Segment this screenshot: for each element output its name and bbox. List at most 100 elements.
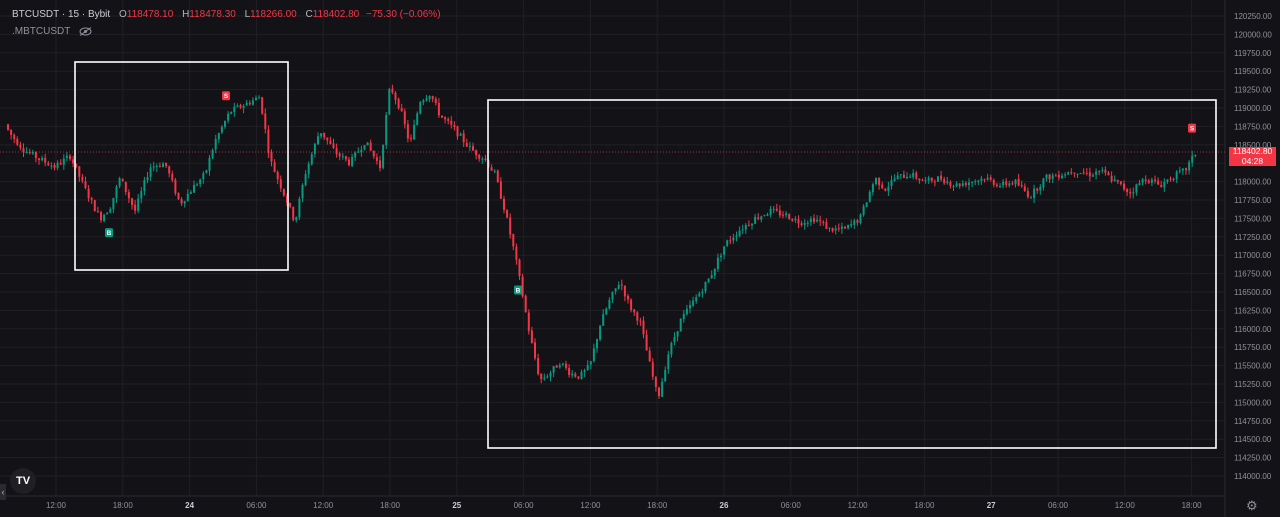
- candle-body: [189, 192, 192, 194]
- candle-body: [391, 88, 394, 93]
- candle-body: [307, 163, 310, 174]
- price-axis-label: 118000.00: [1234, 178, 1272, 187]
- candle-body: [1110, 175, 1113, 182]
- candle-body: [766, 214, 769, 216]
- candle-body: [778, 210, 781, 216]
- candle-body: [971, 181, 974, 183]
- candle-body: [155, 166, 158, 168]
- tradingview-logo-icon[interactable]: TV: [10, 468, 36, 494]
- candle-body: [896, 175, 899, 180]
- candle-body: [41, 158, 44, 161]
- last-price-tag: 118402.80 04:28: [1229, 146, 1276, 166]
- candle-body: [115, 186, 118, 198]
- candle-body: [537, 358, 540, 375]
- candle-body: [639, 320, 642, 322]
- candle-body: [112, 197, 115, 210]
- candle-body: [1132, 192, 1135, 194]
- candle-body: [673, 337, 676, 343]
- candle-body: [580, 371, 583, 379]
- candle-body: [137, 198, 140, 211]
- price-axis-label: 114750.00: [1234, 417, 1272, 426]
- candle-body: [1185, 168, 1187, 171]
- candle-body: [1154, 179, 1156, 182]
- candle-body: [819, 219, 822, 222]
- candle-body: [478, 154, 481, 159]
- candle-body: [261, 97, 264, 114]
- candle-body: [1036, 188, 1039, 191]
- candle-body: [369, 142, 372, 151]
- candle-body: [524, 295, 527, 312]
- candle-body: [72, 159, 75, 164]
- highlight-rect-left[interactable]: [74, 61, 289, 271]
- gear-icon[interactable]: ⚙: [1246, 498, 1258, 513]
- candle-body: [599, 325, 602, 340]
- candle-body: [704, 281, 707, 292]
- symbol-header[interactable]: BTCUSDT · 15 · Bybit O118478.10 H118478.…: [12, 9, 441, 20]
- candle-body: [847, 225, 850, 229]
- marker-label: B: [107, 230, 112, 237]
- candle-body: [859, 214, 862, 223]
- candle-body: [202, 173, 205, 180]
- candle-body: [388, 88, 391, 115]
- candle-body: [1011, 183, 1014, 185]
- buy-marker[interactable]: [514, 285, 522, 295]
- candle-body: [313, 143, 316, 154]
- candle-body: [552, 366, 555, 373]
- time-axis[interactable]: 12:00 18:00 24 06:00 12:00 18:00 25 06:00 12:00 1…: [46, 501, 1202, 510]
- candle-body: [193, 184, 195, 193]
- candle-body: [955, 183, 958, 187]
- candle-body: [450, 120, 453, 125]
- time-axis-label: 06:00: [514, 501, 535, 510]
- candle-body: [769, 208, 772, 215]
- candle-body: [667, 354, 670, 370]
- candle-body: [921, 179, 924, 181]
- time-axis-label: 18:00: [1182, 501, 1203, 510]
- buy-marker[interactable]: [105, 228, 113, 238]
- candle-body: [1160, 185, 1163, 188]
- candle-body: [710, 275, 713, 279]
- candle-body: [1113, 179, 1116, 182]
- candle-body: [909, 176, 912, 178]
- candle-body: [577, 376, 580, 379]
- candle-body: [441, 115, 443, 118]
- candle-body: [772, 209, 775, 211]
- candle-body: [664, 369, 667, 382]
- candle-body: [695, 297, 698, 302]
- candle-body: [782, 214, 784, 216]
- candle-body: [496, 170, 499, 183]
- candle-body: [964, 182, 967, 186]
- candle-body: [75, 163, 78, 167]
- indicator-legend[interactable]: .MBTCUSDT: [12, 26, 92, 37]
- candle-body: [301, 185, 304, 199]
- scroll-left-arrow-icon[interactable]: ‹: [0, 484, 6, 500]
- symbol-name[interactable]: BTCUSDT: [12, 9, 60, 20]
- candle-body: [1002, 181, 1005, 186]
- candle-body: [295, 216, 298, 221]
- candle-body: [1039, 186, 1042, 191]
- sell-marker[interactable]: [222, 91, 230, 101]
- price-axis[interactable]: 120250.00 120000.00 119750.00 119500.00 1192…: [1234, 12, 1272, 481]
- candle-body: [475, 150, 478, 156]
- candle-body: [614, 288, 617, 292]
- sell-marker[interactable]: [1188, 123, 1196, 133]
- candle-body: [747, 224, 750, 226]
- candle-body: [732, 237, 735, 241]
- eye-hidden-icon[interactable]: [79, 26, 92, 36]
- candle-body: [707, 278, 710, 283]
- candle-body: [676, 331, 679, 337]
- candle-body: [893, 178, 896, 181]
- interval[interactable]: 15: [67, 9, 80, 20]
- candle-body: [1051, 175, 1054, 179]
- candle-body: [661, 381, 664, 397]
- candle-body: [1104, 169, 1107, 173]
- highlight-rect-right[interactable]: [487, 99, 1217, 449]
- candle-body: [199, 179, 202, 185]
- candle-body: [825, 222, 828, 229]
- time-axis-label: 24: [185, 501, 194, 510]
- high-value: 118478.30: [189, 9, 236, 20]
- candle-body: [679, 318, 682, 332]
- candle-body: [800, 223, 803, 225]
- candle-body: [100, 212, 102, 221]
- candle-body: [1119, 181, 1122, 185]
